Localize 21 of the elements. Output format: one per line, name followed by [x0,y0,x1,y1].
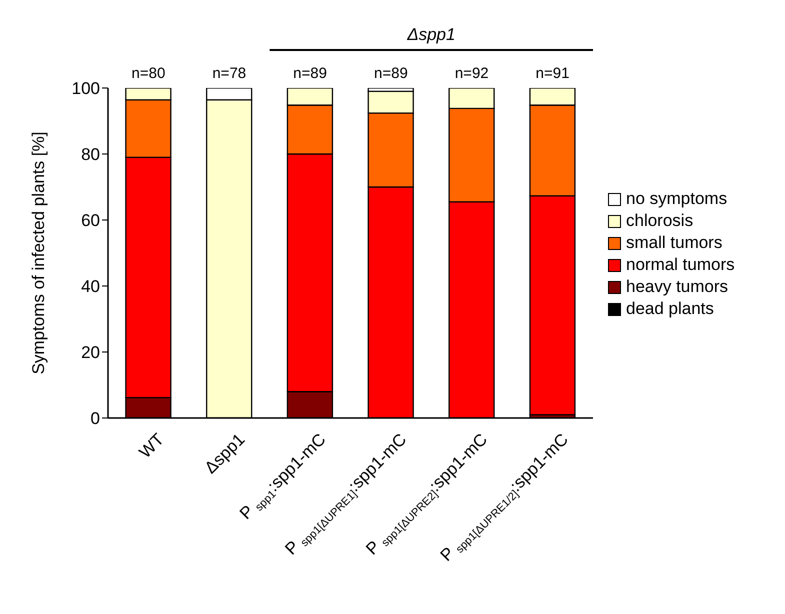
text: n=78 [212,65,246,82]
text: n=89 [374,65,408,82]
text: n=89 [293,65,327,82]
text: n=92 [454,65,489,82]
legend-label: chlorosis [626,211,694,231]
text: n=91 [536,65,570,82]
text: n=80 [132,65,166,82]
y-tick-label: 100 [72,79,100,98]
y-tick-label: 80 [81,145,100,164]
legend-label: normal tumors [626,255,735,275]
x-tick-label: WT [136,430,168,462]
y-tick-label: 20 [81,343,100,362]
legend-label: heavy tumors [626,277,728,297]
y-tick-label: 0 [90,409,100,428]
y-tick-label: 60 [81,211,100,230]
y-axis-title: Symptoms of infected plants [%] [29,132,48,374]
text: Δspp1 [406,25,456,44]
legend-label: no symptoms [626,189,728,209]
legend-label: small tumors [626,233,722,253]
legend-label: dead plants [626,299,714,319]
y-tick-label: 40 [81,277,100,296]
